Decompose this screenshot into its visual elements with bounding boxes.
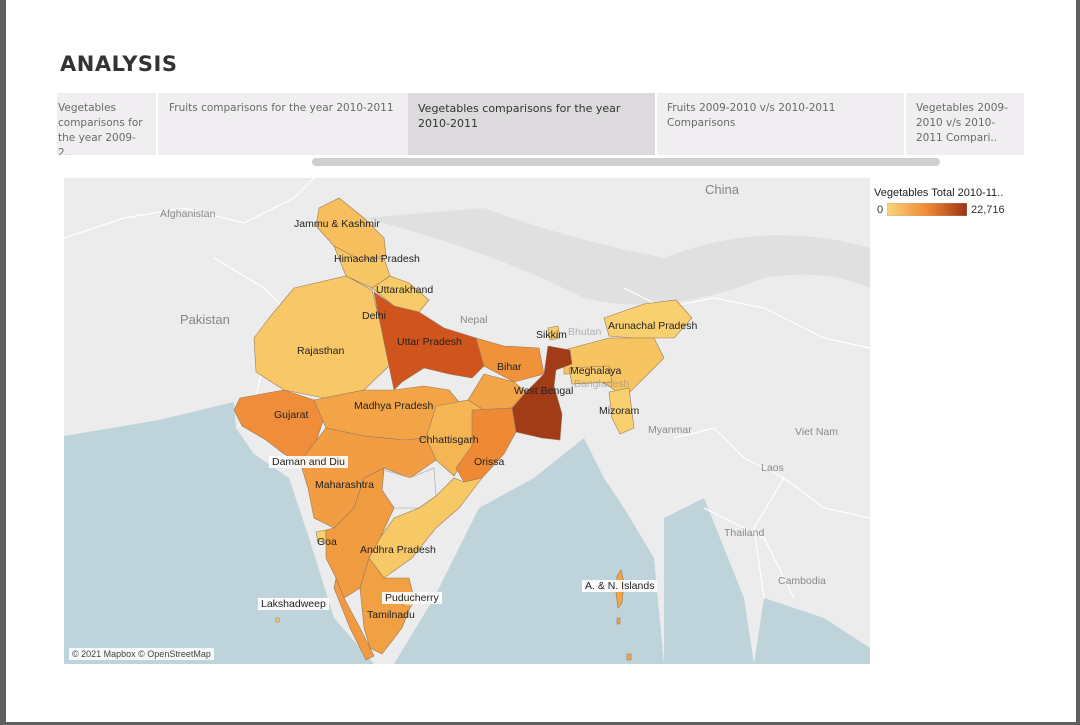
map-canvas (64, 178, 870, 664)
state-label-jammu-kashmir: Jammu & Kashmir (294, 218, 380, 230)
story-tab-bar: Vegetables comparisons for the year 2009… (57, 93, 1024, 155)
country-label-laos: Laos (761, 462, 784, 474)
window-frame-bottom (0, 722, 1080, 725)
legend-color-ramp (887, 203, 967, 216)
gulf-of-thailand (754, 598, 870, 664)
state-label-meghalaya: Meghalaya (570, 365, 622, 377)
tab-separator (904, 93, 906, 155)
himalaya-relief (364, 208, 870, 305)
state-label-mizoram: Mizoram (599, 405, 640, 417)
tab-label: Vegetables comparisons for the year 2009… (58, 102, 143, 155)
state-rajasthan[interactable] (253, 275, 390, 399)
country-label-cambodia: Cambodia (778, 575, 826, 587)
state-label-uttarakhand: Uttarakhand (376, 284, 434, 296)
legend-max-value: 22,716 (971, 204, 1005, 216)
state-mizoram[interactable] (608, 387, 635, 435)
state-label-orissa: Orissa (474, 456, 505, 468)
state-label-delhi: Delhi (362, 310, 386, 322)
window-frame-right (1076, 0, 1080, 725)
tab-fruits-2010-2011[interactable]: Fruits comparisons for the year 2010-201… (158, 93, 406, 155)
state-label-himachal-pradesh: Himachal Pradesh (334, 253, 420, 265)
tab-separator (156, 93, 158, 155)
state-label-uttar-pradesh: Uttar Pradesh (397, 336, 462, 348)
state-label-lakshadweep: Lakshadweep (258, 598, 329, 610)
tab-vegetables-2009-2010[interactable]: Vegetables comparisons for the year 2009… (57, 93, 153, 155)
window-frame-left (0, 0, 6, 725)
tab-vegetables-2010-2011[interactable]: Vegetables comparisons for the year 2010… (408, 93, 655, 155)
state-label-madhya-pradesh: Madhya Pradesh (354, 400, 434, 412)
state-label-arunachal-pradesh: Arunachal Pradesh (608, 320, 698, 332)
state-kerala[interactable] (333, 576, 375, 661)
state-label-puducherry: Puducherry (382, 592, 442, 604)
state-label-gujarat: Gujarat (274, 409, 309, 421)
state-uttar-pradesh[interactable] (373, 291, 485, 391)
tab-label: Vegetables 2009-2010 v/s 2010-2011 Compa… (916, 102, 1008, 144)
bay-of-bengal (394, 438, 664, 664)
tab-fruits-comparison[interactable]: Fruits 2009-2010 v/s 2010-2011 Compariso… (657, 93, 904, 155)
state-tamilnadu[interactable] (359, 557, 415, 655)
state-an-islands[interactable] (615, 569, 632, 661)
legend-min-value: 0 (877, 204, 884, 216)
andaman-sea (664, 498, 754, 664)
country-label-china: China (705, 182, 739, 197)
choropleth-map[interactable]: China Afghanistan Pakistan Nepal Bhutan … (64, 178, 870, 664)
state-meghalaya[interactable] (568, 365, 613, 385)
country-label-thailand: Thailand (724, 527, 765, 539)
state-label-tamilnadu: Tamilnadu (367, 609, 415, 621)
tab-label: Fruits comparisons for the year 2010-201… (169, 102, 394, 114)
map-attribution[interactable]: © 2021 Mapbox © OpenStreetMap (69, 648, 214, 660)
tab-separator (655, 93, 657, 155)
country-label-myanmar: Myanmar (648, 424, 692, 436)
country-label-vietnam: Viet Nam (795, 426, 838, 438)
state-label-daman-diu: Daman and Diu (269, 456, 348, 468)
country-label-bhutan: Bhutan (568, 326, 602, 338)
state-label-andhra-pradesh: Andhra Pradesh (360, 544, 436, 556)
country-label-pakistan: Pakistan (180, 312, 230, 327)
country-label-bangladesh: Bangladesh (574, 378, 630, 390)
state-jammu-kashmir[interactable] (315, 197, 387, 261)
page-title: ANALYSIS (60, 52, 178, 76)
state-label-west-bengal: West Bengal (514, 385, 574, 397)
state-label-bihar: Bihar (497, 361, 522, 373)
state-label-chhattisgarh: Chhattisgarh (419, 434, 479, 446)
state-arunachal-pradesh[interactable] (603, 299, 693, 339)
state-label-maharashtra: Maharashtra (315, 479, 374, 491)
state-label-goa: Goa (317, 536, 337, 548)
tab-vegetables-comparison[interactable]: Vegetables 2009-2010 v/s 2010-2011 Compa… (906, 93, 1024, 155)
state-maharashtra[interactable] (299, 427, 437, 529)
country-label-nepal: Nepal (460, 314, 488, 326)
state-label-rajasthan: Rajasthan (297, 345, 345, 357)
state-lakshadweep[interactable] (275, 617, 280, 623)
country-label-afghanistan: Afghanistan (160, 208, 216, 220)
tab-label: Vegetables comparisons for the year 2010… (418, 102, 621, 130)
tab-scrollbar[interactable] (312, 158, 940, 166)
state-label-an-islands: A. & N. Islands (582, 580, 658, 592)
tab-label: Fruits 2009-2010 v/s 2010-2011 Compariso… (667, 102, 836, 129)
state-sikkim[interactable] (547, 325, 561, 341)
legend-title: Vegetables Total 2010-11.. (874, 187, 1004, 199)
state-label-sikkim: Sikkim (536, 329, 567, 341)
